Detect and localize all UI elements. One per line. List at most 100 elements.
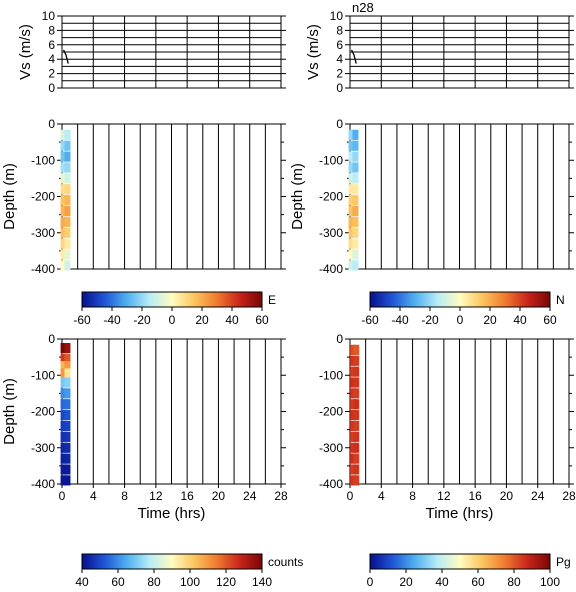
x-axis-label: Time (hrs) — [426, 505, 494, 522]
heatmap-cell — [60, 227, 67, 238]
heatmap-cell — [350, 431, 357, 442]
heatmap-cell — [350, 475, 357, 486]
heatmap-cell — [353, 399, 360, 410]
heatmap-cell — [352, 238, 359, 249]
heatmap-cell — [348, 227, 355, 238]
heatmap-cell — [60, 195, 67, 206]
heatmap-cell — [64, 173, 71, 184]
heatmap-cell — [352, 205, 359, 217]
x-tick-label: 4 — [378, 489, 385, 503]
heatmap-cell — [350, 453, 357, 464]
y-tick-label: -400 — [319, 262, 343, 276]
y-tick-label: -300 — [31, 226, 55, 240]
heatmap-cell — [64, 342, 71, 354]
heatmap-cell — [64, 475, 71, 486]
y-axis-label: Vs (m/s) — [305, 24, 322, 80]
colorbar-tick-label: 120 — [216, 575, 236, 589]
heatmap-cell — [60, 410, 67, 421]
heatmap-cell — [64, 151, 71, 162]
chart-depth-Pg: 0 -100 -200 -300 -400 0 4 8 12 16 20 24 28 Time (hrs)… — [319, 332, 576, 589]
heatmap-cell — [60, 353, 67, 365]
y-tick-label: 6 — [336, 38, 343, 52]
colorbar-tick-label: 60 — [471, 575, 485, 589]
heatmap-cell — [60, 129, 67, 140]
heatmap-cell — [352, 151, 359, 162]
heatmap-cell — [353, 355, 360, 366]
heatmap-cell — [353, 410, 360, 421]
heatmap-cell — [64, 464, 71, 475]
y-tick-label: -100 — [319, 153, 343, 167]
heatmap-cell — [352, 227, 359, 238]
heatmap-cell — [64, 420, 71, 432]
heatmap-cell — [60, 442, 67, 453]
heatmap-cell — [353, 420, 360, 432]
heatmap-cell — [353, 442, 360, 453]
heatmap-cell — [60, 368, 67, 379]
heatmap-cell — [350, 366, 357, 377]
colorbar-tick-label: 0 — [457, 313, 464, 327]
heatmap-cell — [64, 227, 71, 238]
colorbar-label: counts — [268, 555, 303, 569]
y-tick-label: -200 — [319, 190, 343, 204]
y-tick-label: -300 — [319, 441, 343, 455]
heatmap-cell — [64, 410, 71, 421]
y-tick-label: 0 — [336, 117, 343, 131]
heatmap-cell — [60, 377, 67, 388]
heatmap-cell — [350, 442, 357, 453]
heatmap-cell — [64, 399, 71, 410]
x-tick-label: 24 — [531, 489, 545, 503]
x-tick-label: 12 — [149, 489, 163, 503]
x-tick-label: 16 — [180, 489, 194, 503]
heatmap-cell — [60, 140, 67, 151]
heatmap-cell — [352, 184, 359, 195]
y-tick-label: 6 — [48, 38, 55, 52]
x-tick-label: 0 — [59, 489, 66, 503]
y-tick-label: 8 — [48, 23, 55, 37]
heatmap-cell — [60, 162, 67, 173]
heatmap-cell — [64, 260, 71, 271]
colorbar-tick-label: -20 — [133, 313, 151, 327]
heatmap-cell — [60, 464, 67, 475]
colorbar-label: Pg — [556, 555, 571, 569]
y-tick-label: 4 — [336, 52, 343, 66]
colorbar-tick-label: -20 — [421, 313, 439, 327]
heatmap-cell — [64, 377, 71, 388]
heatmap-cell — [350, 344, 357, 355]
heatmap-cell — [60, 238, 67, 249]
x-tick-label: 12 — [437, 489, 451, 503]
x-tick-label: 16 — [468, 489, 482, 503]
y-tick-label: -200 — [31, 190, 55, 204]
heatmap-cell — [350, 399, 357, 410]
heatmap-cell — [64, 361, 71, 372]
y-axis-label: Depth (m) — [1, 163, 18, 230]
heatmap-cell — [352, 249, 359, 260]
y-tick-label: 2 — [48, 67, 55, 81]
heatmap-cell — [60, 388, 67, 399]
heatmap-cell — [60, 420, 67, 432]
station-label: n28 — [352, 0, 374, 15]
colorbar-label: E — [268, 293, 276, 307]
heatmap-cell — [353, 431, 360, 442]
heatmap-cell — [64, 249, 71, 260]
vs-profile-line — [62, 49, 69, 64]
heatmap-cell — [64, 431, 71, 442]
heatmap-cell — [60, 249, 67, 260]
heatmap-cell — [348, 249, 355, 260]
colorbar-tick-label: 0 — [169, 313, 176, 327]
colorbar-tick-label: -40 — [103, 313, 121, 327]
y-tick-label: 0 — [336, 81, 343, 95]
x-tick-label: 4 — [90, 489, 97, 503]
x-axis-label: Time (hrs) — [138, 505, 206, 522]
heatmap-cell — [64, 388, 71, 399]
colorbar-tick-label: 140 — [252, 575, 272, 589]
colorbar-tick-label: 40 — [225, 313, 239, 327]
y-tick-label: -400 — [319, 477, 343, 491]
y-tick-label: -400 — [31, 262, 55, 276]
y-tick-label: 2 — [336, 67, 343, 81]
heatmap-cell — [60, 399, 67, 410]
heatmap-cell — [64, 162, 71, 173]
